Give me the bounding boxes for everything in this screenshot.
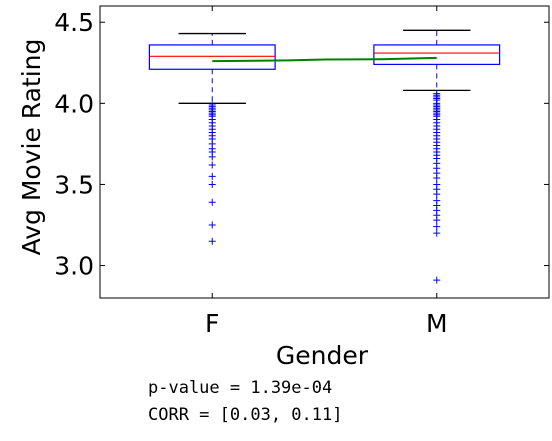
y-tick-label: 4.0 — [54, 89, 94, 118]
x-tick-label: F — [205, 309, 219, 338]
outlier-point — [208, 221, 216, 229]
outlier-point — [208, 172, 216, 180]
y-tick-label: 4.5 — [54, 8, 94, 37]
y-tick-label: 3.0 — [54, 252, 94, 281]
box-m — [373, 44, 501, 66]
y-tick-label: 3.5 — [54, 170, 94, 199]
outlier-point — [433, 229, 441, 237]
p-value-text: p-value = 1.39e-04 — [148, 378, 333, 398]
x-axis-label: Gender — [276, 341, 369, 370]
plot-frame — [99, 5, 550, 299]
plot-area: 3.0 3.5 4.0 4.5 F M — [54, 5, 550, 338]
x-tick-label: M — [426, 309, 448, 338]
outlier-point — [208, 198, 216, 206]
trend-line — [212, 56, 437, 63]
outlier-point — [208, 161, 216, 169]
outlier-point — [208, 180, 216, 188]
outlier-point — [433, 174, 441, 182]
outlier-point — [208, 153, 216, 161]
outlier-point — [208, 237, 216, 245]
outlier-point — [433, 190, 441, 198]
outlier-point — [433, 216, 441, 224]
y-axis-label: Avg Movie Rating — [17, 39, 46, 256]
outlier-point — [433, 223, 441, 231]
box-f — [148, 44, 276, 70]
correlation-text: CORR = [0.03, 0.11] — [148, 405, 343, 425]
outlier-point — [433, 276, 441, 284]
